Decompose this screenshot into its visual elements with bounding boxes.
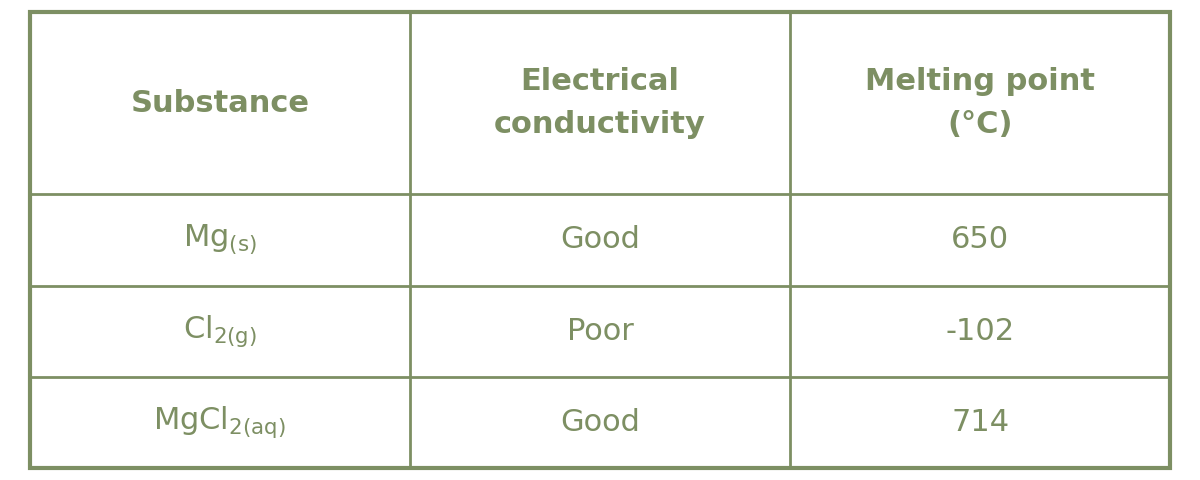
- Text: 650: 650: [952, 226, 1009, 254]
- Text: Good: Good: [560, 408, 640, 437]
- Text: Substance: Substance: [131, 89, 310, 118]
- Text: Melting point
(°C): Melting point (°C): [865, 67, 1096, 139]
- Text: 714: 714: [952, 408, 1009, 437]
- Text: Poor: Poor: [566, 317, 634, 346]
- Text: $\mathregular{Cl_{2(g)}}$: $\mathregular{Cl_{2(g)}}$: [182, 313, 257, 349]
- Text: $\mathregular{MgCl_{2(aq)}}$: $\mathregular{MgCl_{2(aq)}}$: [154, 405, 287, 440]
- Text: -102: -102: [946, 317, 1015, 346]
- Text: $\mathregular{Mg_{(s)}}$: $\mathregular{Mg_{(s)}}$: [182, 223, 257, 257]
- Text: Electrical
conductivity: Electrical conductivity: [494, 67, 706, 139]
- Text: Good: Good: [560, 226, 640, 254]
